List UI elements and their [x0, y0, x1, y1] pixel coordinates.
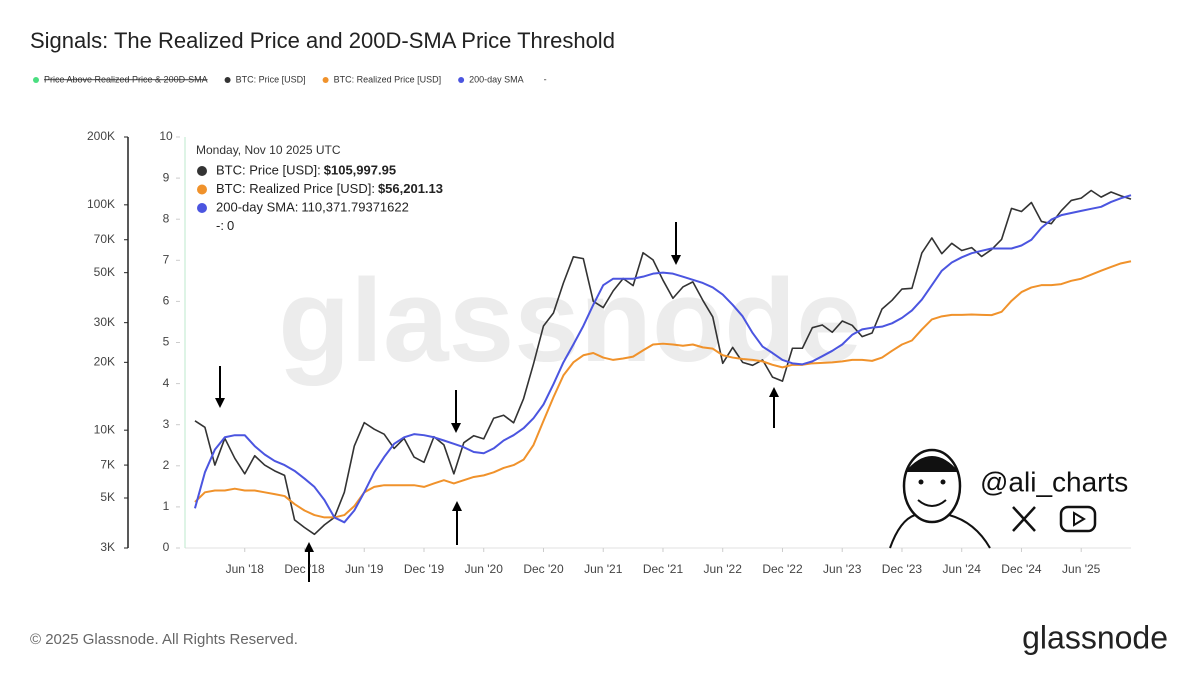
avatar — [940, 479, 946, 485]
x-icon — [1012, 506, 1036, 532]
legend-label: 200-day SMA — [469, 74, 524, 84]
tooltip-value: $105,997.95 — [324, 162, 396, 177]
tooltip-label: BTC: Realized Price [USD]: — [216, 181, 375, 196]
x-tick-label: Jun '24 — [943, 562, 982, 576]
x-tick-label: Dec '21 — [643, 562, 684, 576]
y-tick-label: 200K — [87, 129, 115, 143]
tooltip-label: BTC: Price [USD]: — [216, 162, 321, 177]
x-tick-label: Dec '20 — [523, 562, 564, 576]
x-tick-label: Dec '24 — [1001, 562, 1042, 576]
x-tick-label: Jun '23 — [823, 562, 862, 576]
annotation-arrows — [215, 222, 779, 582]
youtube-icon — [1073, 511, 1086, 527]
x-tick-label: Jun '25 — [1062, 562, 1101, 576]
y2-tick-label: 10 — [159, 129, 173, 143]
x-tick-label: Jun '19 — [345, 562, 384, 576]
x-tick-label: Dec '18 — [284, 562, 325, 576]
legend-marker — [224, 77, 231, 83]
y2-tick-label: 4 — [163, 376, 170, 390]
youtube-icon — [1059, 505, 1097, 533]
tooltip-marker — [197, 184, 207, 195]
x-tick-label: Dec '19 — [404, 562, 445, 576]
y2-tick-label: 9 — [163, 170, 170, 184]
line-series — [194, 189, 1132, 536]
line-series — [194, 260, 1132, 519]
author-badge: @ali_charts — [889, 448, 1128, 549]
x-tick-label: Jun '22 — [704, 562, 743, 576]
tooltip-box — [188, 140, 478, 232]
y2-tick-label: 0 — [163, 540, 170, 554]
legend-label: BTC: Realized Price [USD] — [334, 74, 442, 84]
x-tick-label: Jun '18 — [226, 562, 265, 576]
tooltip-value: 110,371.79371622 — [301, 199, 408, 214]
tooltip-title: Monday, Nov 10 2025 UTC — [196, 143, 341, 157]
y2-tick-label: 1 — [163, 499, 170, 513]
legend: Price Above Realized Price & 200D-SMA BTC… — [33, 74, 547, 84]
y2-tick-label: 6 — [163, 294, 170, 308]
legend-label: BTC: Price [USD] — [236, 74, 306, 84]
line-series — [193, 194, 1132, 524]
plot-area — [193, 189, 1132, 536]
brand-logo: glassnode — [1022, 619, 1168, 655]
legend-marker — [458, 77, 465, 83]
y2-tick-label: 8 — [163, 211, 170, 225]
legend-marker — [33, 77, 39, 83]
y2-tick-label: 3 — [163, 417, 170, 431]
y2-tick-label: 2 — [163, 458, 170, 472]
avatar — [918, 479, 924, 485]
y-tick-label: 3K — [100, 540, 115, 554]
avatar — [905, 456, 959, 472]
x-tick-label: Dec '22 — [762, 562, 803, 576]
y2-tick-label: 5 — [163, 335, 170, 349]
y-tick-label: 20K — [94, 355, 115, 369]
author-handle: @ali_charts — [980, 466, 1128, 497]
copyright: © 2025 Glassnode. All Rights Reserved. — [30, 631, 298, 648]
chart-title: Signals: The Realized Price and 200D-SMA… — [30, 28, 615, 53]
legend-label: - — [544, 74, 547, 84]
tooltip-label: -: — [216, 218, 224, 233]
legend-label: Price Above Realized Price & 200D-SMA — [44, 74, 208, 84]
y-tick-label: 5K — [100, 490, 115, 504]
x-tick-label: Dec '23 — [882, 562, 923, 576]
tooltip-label: 200-day SMA: — [216, 199, 298, 214]
y-tick-label: 30K — [94, 315, 115, 329]
tooltip-value: 0 — [227, 218, 234, 233]
y2-tick-label: 7 — [163, 252, 170, 266]
y-tick-label: 10K — [94, 422, 115, 436]
y-tick-label: 100K — [87, 197, 115, 211]
avatar — [917, 499, 947, 507]
y-tick-label: 7K — [100, 457, 115, 471]
y-tick-label: 70K — [94, 232, 115, 246]
tooltip-marker — [197, 203, 207, 213]
legend-marker — [322, 77, 329, 83]
x-tick-label: Jun '21 — [584, 562, 623, 576]
tooltip: Monday, Nov 10 2025 UTC BTC: Price [USD]… — [188, 140, 478, 233]
x-tick-label: Jun '20 — [465, 562, 504, 576]
tooltip-value: $56,201.13 — [378, 181, 443, 196]
y-tick-label: 50K — [94, 265, 115, 279]
tooltip-marker — [197, 166, 207, 176]
avatar — [889, 514, 991, 549]
